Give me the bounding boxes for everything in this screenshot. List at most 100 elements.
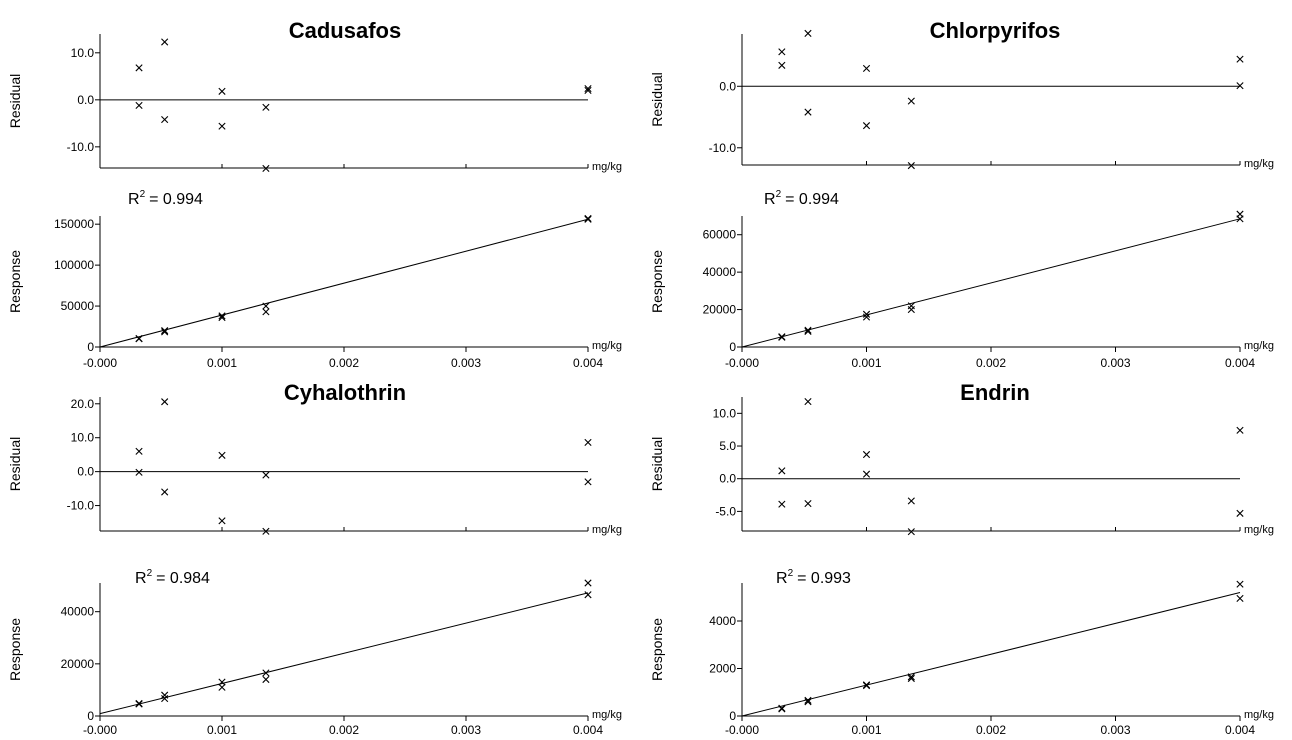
data-point <box>778 467 786 475</box>
residual-plot: 10.0 0.0 -10.0 Residual mg/kg <box>7 34 622 173</box>
data-point <box>584 86 592 95</box>
data-point <box>907 674 915 683</box>
data-point <box>778 48 786 56</box>
data-point <box>584 215 592 223</box>
y-axis-label: Residual <box>7 74 23 128</box>
y-tick-label: 0.0 <box>77 465 94 479</box>
data-point <box>778 500 786 508</box>
r-squared-label: R2 = 0.993 <box>776 568 851 587</box>
y-tick-label: 4000 <box>709 614 736 628</box>
x-unit-label: mg/kg <box>1244 158 1274 170</box>
y-tick-label: -10.0 <box>67 499 95 513</box>
data-point <box>135 700 143 708</box>
y-tick-label: 2000 <box>709 662 736 676</box>
x-tick-label: 0.004 <box>1225 723 1255 737</box>
x-tick-label: 0.004 <box>573 723 603 737</box>
y-axis-label: Residual <box>649 437 665 491</box>
calibration-plot: 150000 100000 50000 0 Response -0.000 0.001 0.0… <box>7 214 622 370</box>
data-point <box>262 103 270 111</box>
data-point <box>584 214 592 223</box>
y-tick-label: 5.0 <box>719 439 736 453</box>
x-tick-label: -0.000 <box>725 723 759 737</box>
data-point <box>804 29 812 37</box>
data-point <box>804 327 812 336</box>
data-point <box>584 579 592 587</box>
y-axis-label: Response <box>649 250 665 313</box>
x-tick-label: 0.002 <box>976 723 1006 737</box>
y-tick-label: 10.0 <box>713 406 737 420</box>
y-tick-label: 0.0 <box>77 93 94 107</box>
y-axis-label: Response <box>649 618 665 681</box>
x-tick-label: -0.000 <box>83 723 117 737</box>
x-tick-label: 0.002 <box>329 356 359 370</box>
data-point <box>1236 594 1244 603</box>
chart-title: Cadusafos <box>289 18 401 43</box>
data-point <box>907 305 915 314</box>
data-point <box>262 471 270 479</box>
x-tick-label: 0.004 <box>573 356 603 370</box>
y-tick-label: 0 <box>729 340 736 354</box>
data-point <box>804 696 812 704</box>
data-point <box>262 164 270 173</box>
data-point <box>584 438 592 447</box>
data-point <box>161 691 169 699</box>
x-unit-label: mg/kg <box>1244 340 1274 352</box>
data-point <box>778 705 786 713</box>
y-tick-label: 20.0 <box>71 397 95 411</box>
data-point <box>161 38 169 46</box>
data-point <box>1236 55 1244 63</box>
y-tick-label: 10.0 <box>71 431 95 445</box>
regression-line <box>741 218 1241 348</box>
chart-title: Endrin <box>960 380 1030 405</box>
data-point <box>218 312 226 320</box>
y-tick-label: 40000 <box>61 605 95 619</box>
data-point <box>804 397 812 406</box>
y-tick-label: 10.0 <box>71 46 95 60</box>
data-point <box>584 591 592 599</box>
data-point <box>218 313 226 322</box>
x-unit-label: mg/kg <box>592 161 622 173</box>
data-point <box>262 669 270 677</box>
y-tick-label: 20000 <box>61 657 95 671</box>
data-point <box>262 527 270 535</box>
data-point <box>862 64 871 73</box>
x-unit-label: mg/kg <box>592 709 622 721</box>
data-point <box>218 87 226 95</box>
data-point <box>135 335 143 343</box>
regression-line <box>99 218 589 348</box>
calibration-plot: 40000 20000 0 Response -0.000 0.001 0.002 0.003… <box>7 579 622 737</box>
data-point <box>161 328 169 336</box>
x-tick-label: 0.001 <box>207 356 237 370</box>
data-point <box>218 122 226 130</box>
data-point <box>161 398 169 406</box>
data-point <box>907 97 915 105</box>
data-point <box>262 675 270 684</box>
y-tick-label: 100000 <box>54 258 94 272</box>
y-tick-label: 50000 <box>61 299 95 313</box>
y-tick-label: 0 <box>729 709 736 723</box>
chart-title: Cyhalothrin <box>284 380 406 405</box>
data-point <box>1236 82 1244 90</box>
data-point <box>907 497 915 505</box>
y-tick-label: 0 <box>87 340 94 354</box>
data-point <box>804 326 812 334</box>
data-point <box>218 451 226 459</box>
calibration-plot: 60000 40000 20000 0 Response -0.000 0.001 0.002… <box>649 210 1274 370</box>
data-point <box>804 499 812 508</box>
y-tick-label: 0.0 <box>719 79 736 93</box>
y-axis-label: Response <box>7 250 23 313</box>
calibration-plot: 4000 2000 0 Response -0.000 0.001 0.002 0.003 0.… <box>649 580 1274 737</box>
data-point <box>907 162 915 170</box>
data-point <box>862 310 871 318</box>
r-squared-label: R2 = 0.994 <box>128 189 203 208</box>
data-point <box>161 488 169 496</box>
y-axis-label: Response <box>7 618 23 681</box>
data-point <box>862 313 871 321</box>
data-point <box>1236 509 1244 517</box>
residual-plot: 20.0 10.0 0.0 -10.0 Residual mg/kg <box>7 397 622 536</box>
x-tick-label: -0.000 <box>83 356 117 370</box>
residual-plot: 0.0 -10.0 Residual mg/kg <box>649 29 1274 170</box>
y-tick-label: 20000 <box>703 303 737 317</box>
data-point <box>862 470 871 478</box>
